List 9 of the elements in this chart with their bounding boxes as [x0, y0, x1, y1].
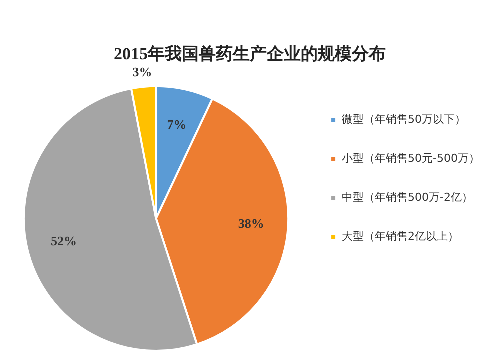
- legend-label: 中型（年销售500万-2亿）: [342, 190, 474, 204]
- data-label: 38%: [238, 216, 264, 232]
- legend-label: 小型（年销售50元-500万）: [342, 152, 480, 165]
- data-label: 3%: [132, 64, 152, 80]
- chart-title: 2015年我国兽药生产企业的规模分布: [114, 44, 386, 64]
- data-label: 52%: [51, 234, 78, 249]
- data-label: 7%: [167, 117, 187, 132]
- legend-label: 大型（年销售2亿以上）: [342, 230, 460, 243]
- legend-label: 微型（年销售50万以下）: [342, 112, 466, 126]
